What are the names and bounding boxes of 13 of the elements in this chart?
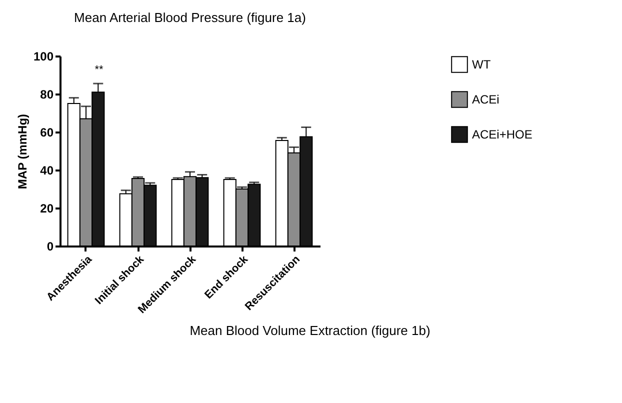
y-tick-label: 40 bbox=[40, 164, 54, 178]
y-tick-label: 100 bbox=[33, 50, 54, 64]
legend-label: ACEi+HOE bbox=[472, 128, 532, 142]
legend-label: WT bbox=[472, 58, 492, 72]
y-tick-label: 80 bbox=[40, 88, 54, 102]
y-tick-label: 0 bbox=[46, 240, 54, 254]
y-axis-title: MAP (mmHg) bbox=[15, 114, 30, 190]
text: Mean Blood Volume Extraction (figure 1b) bbox=[190, 323, 430, 338]
annotation: ** bbox=[94, 64, 104, 76]
chart-title: Mean Arterial Blood Pressure (figure 1a) bbox=[74, 10, 306, 25]
legend-label: ACEi bbox=[472, 92, 500, 106]
y-tick-label: 60 bbox=[40, 126, 54, 140]
y-tick-label: 20 bbox=[40, 202, 54, 216]
